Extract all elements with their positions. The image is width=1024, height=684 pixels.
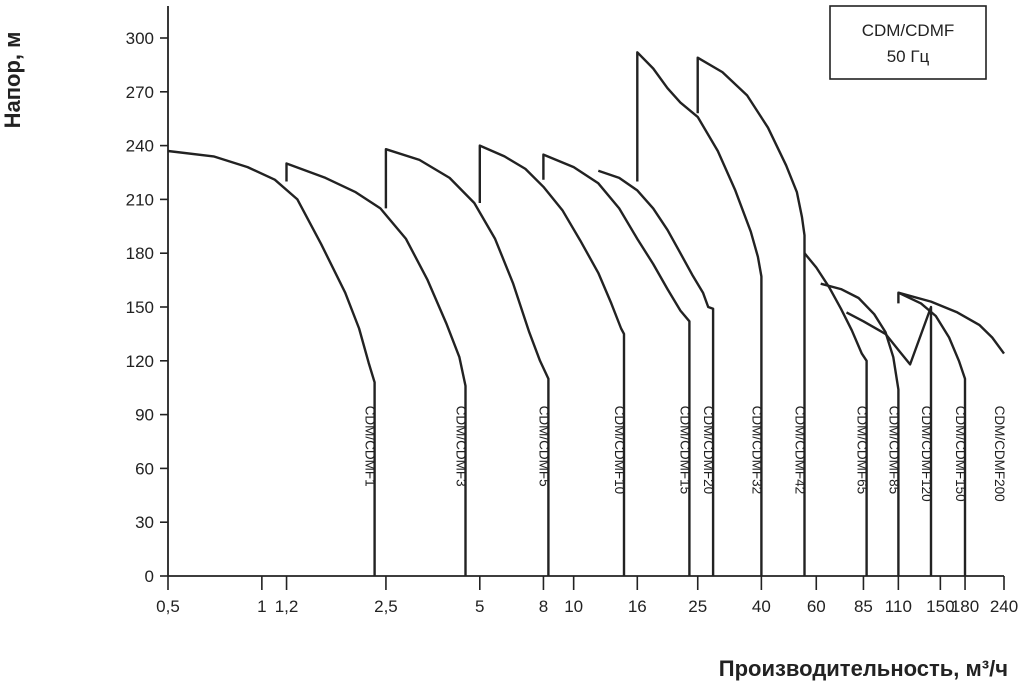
legend-box: CDM/CDMF 50 Гц xyxy=(829,5,987,80)
curve-label: CDM/CDMF120 xyxy=(919,406,934,502)
curve-label: CDM/CDMF3 xyxy=(454,406,469,487)
y-tick-label: 240 xyxy=(126,137,154,156)
x-tick-label: 25 xyxy=(688,597,707,616)
y-tick-label: 150 xyxy=(126,298,154,317)
curve-labels-layer: CDM/CDMF1 CDM/CDMF3 CDM/CDMF5 CDM/CDMF10 CDM… xyxy=(363,406,1007,502)
curve-label: CDM/CDMF20 xyxy=(701,406,716,495)
y-axis-title: Напор, м xyxy=(0,32,25,129)
curve-cdm-cdmf10 xyxy=(478,144,626,576)
curves-layer xyxy=(167,51,1005,576)
y-tick-label: 300 xyxy=(126,29,154,48)
curve-label: CDM/CDMF150 xyxy=(953,406,968,502)
curve-label: CDM/CDMF5 xyxy=(536,406,551,487)
x-tick-label: 2,5 xyxy=(374,597,398,616)
x-tick-label: 16 xyxy=(628,597,647,616)
x-tick-label: 40 xyxy=(752,597,771,616)
x-tick-label: 10 xyxy=(564,597,583,616)
curve-cdm-cdmf120 xyxy=(845,305,933,576)
y-tick-label: 270 xyxy=(126,83,154,102)
x-tick-label: 8 xyxy=(539,597,548,616)
curve-cdm-cdmf42 xyxy=(696,56,806,576)
curve-cdm-cdmf65 xyxy=(803,252,868,576)
x-tick-label: 1,2 xyxy=(275,597,299,616)
x-tick-label: 60 xyxy=(807,597,826,616)
x-tick-label: 0,5 xyxy=(156,597,180,616)
y-tick-label: 210 xyxy=(126,190,154,209)
y-tick-label: 30 xyxy=(135,513,154,532)
curve-label: CDM/CDMF32 xyxy=(749,406,764,495)
x-tick-label: 240 xyxy=(990,597,1018,616)
curve-label: CDM/CDMF65 xyxy=(855,406,870,495)
x-tick-label: 110 xyxy=(885,597,912,616)
x-tick-label: 85 xyxy=(854,597,873,616)
curve-label: CDM/CDMF42 xyxy=(793,406,808,495)
curve-cdm-cdmf20 xyxy=(597,169,715,576)
x-tick-label: 180 xyxy=(951,597,979,616)
curve-cdm-cdmf32 xyxy=(636,51,763,576)
y-tick-label: 120 xyxy=(126,352,154,371)
legend-frame xyxy=(829,5,987,80)
legend-line-2: 50 Гц xyxy=(887,47,930,66)
legend-line-1: CDM/CDMF xyxy=(862,21,955,40)
y-axis: 0 30 60 90 120 150 180 210 240 270 300 xyxy=(126,6,169,586)
curve-cdm-cdmf200 xyxy=(898,291,1005,355)
curve-cdm-cdmf85 xyxy=(820,282,900,576)
curve-cdm-cdmf5 xyxy=(384,148,550,576)
curve-label: CDM/CDMF200 xyxy=(992,406,1007,502)
curve-cdm-cdmf3 xyxy=(285,162,467,576)
curve-cdm-cdmf1 xyxy=(167,149,376,576)
x-tick-label: 5 xyxy=(475,597,484,616)
y-tick-label: 0 xyxy=(145,567,154,586)
x-tick-label: 150 xyxy=(926,597,954,616)
curve-label: CDM/CDMF10 xyxy=(612,406,627,495)
y-tick-label: 60 xyxy=(135,459,154,478)
curve-cdm-cdmf15 xyxy=(542,153,691,576)
x-tick-label: 1 xyxy=(257,597,266,616)
y-tick-label: 90 xyxy=(135,406,154,425)
y-tick-label: 180 xyxy=(126,244,154,263)
curve-label: CDM/CDMF85 xyxy=(886,406,901,495)
x-axis-title: Производительность, м³/ч xyxy=(719,656,1008,681)
curve-label: CDM/CDMF1 xyxy=(363,406,378,487)
curve-label: CDM/CDMF15 xyxy=(677,406,692,495)
